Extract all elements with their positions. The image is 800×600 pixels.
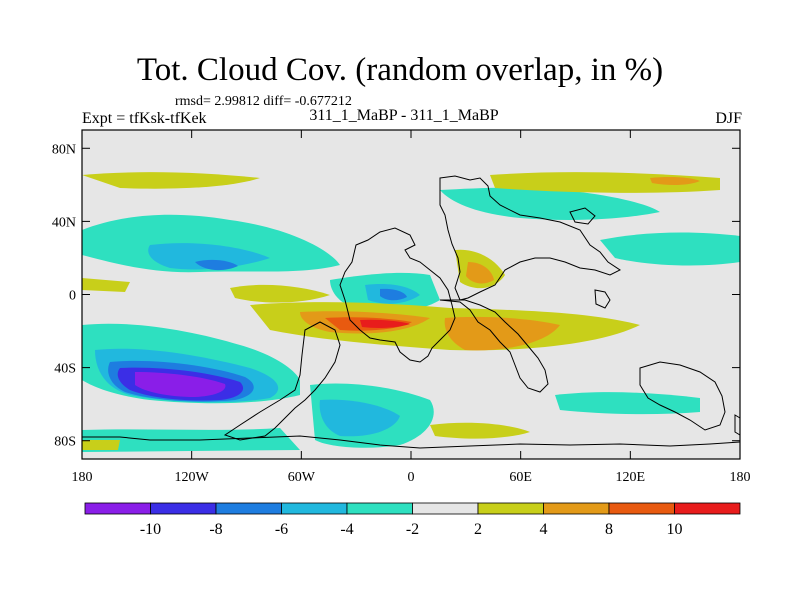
anomaly-region xyxy=(82,214,340,273)
colorbar-label: 8 xyxy=(605,521,613,538)
coastline-australia xyxy=(639,361,726,431)
anomaly-region xyxy=(360,319,410,328)
colorbar-label: 4 xyxy=(540,521,548,538)
longitude-axis: 180 120W 60W 0 60E 120E 180 xyxy=(72,130,751,485)
colorbar-swatch xyxy=(543,502,610,515)
anomaly-region xyxy=(230,284,330,303)
coastline-antarctica xyxy=(82,435,741,449)
map-panel: 80N 40N 0 40S 80S 180 120W 60W 0 60E 120E 180 xyxy=(52,129,751,485)
anomaly-region xyxy=(319,399,400,437)
colorbar-swatch xyxy=(608,502,675,515)
lat-tick-label: 0 xyxy=(69,289,76,304)
colorbar-swatch xyxy=(150,502,217,515)
colorbar-swatch xyxy=(215,502,282,515)
anomaly-region xyxy=(82,172,260,189)
coastline-islands xyxy=(594,289,611,309)
lat-tick-label: 80N xyxy=(52,142,76,157)
colorbar: -10 -8 -6 -4 -2 2 4 8 10 xyxy=(84,502,741,538)
map-title: Tot. Cloud Cov. (random overlap, in %) xyxy=(136,52,664,88)
coastline-islands xyxy=(569,207,596,225)
lon-tick-label: 0 xyxy=(408,470,415,485)
colorbar-label: 10 xyxy=(667,521,683,538)
lat-tick-label: 80S xyxy=(54,435,76,450)
anomaly-region xyxy=(82,278,130,292)
anomaly-region xyxy=(650,177,700,186)
anomaly-region xyxy=(555,392,700,415)
season-label: DJF xyxy=(715,110,742,127)
rmsd-diff-stats: rmsd= 2.99812 diff= -0.677212 xyxy=(175,94,352,109)
anomaly-region xyxy=(440,187,660,220)
latitude-axis: 80N 40N 0 40S 80S xyxy=(52,142,740,450)
colorbar-swatch xyxy=(281,502,348,515)
anomaly-region xyxy=(195,259,238,271)
colorbar-swatch xyxy=(674,502,741,515)
coastline-americas xyxy=(223,321,341,441)
experiment-label: Expt = tfKsk-tfKek xyxy=(82,110,207,127)
anomaly-region xyxy=(380,288,407,301)
lat-tick-label: 40S xyxy=(54,362,76,377)
colorbar-label: -2 xyxy=(406,521,419,538)
colorbar-label: -8 xyxy=(209,521,222,538)
lon-tick-label: 120E xyxy=(616,470,646,485)
colorbar-label: -6 xyxy=(275,521,288,538)
anomaly-region xyxy=(430,422,530,439)
anomaly-region xyxy=(148,243,270,270)
anomaly-region xyxy=(82,440,120,450)
coastlines xyxy=(82,175,741,449)
anomaly-fills xyxy=(82,172,740,452)
lon-tick-label: 120W xyxy=(175,470,210,485)
colorbar-swatch xyxy=(477,502,544,515)
coastline-africa xyxy=(439,299,549,393)
colorbar-label: 2 xyxy=(474,521,482,538)
colorbar-swatch xyxy=(412,502,479,515)
anomaly-region xyxy=(466,262,494,284)
colorbar-label: -10 xyxy=(140,521,161,538)
anomaly-region xyxy=(444,316,560,351)
lon-tick-label: 60E xyxy=(509,470,532,485)
colorbar-swatch xyxy=(84,502,151,515)
lat-tick-label: 40N xyxy=(52,215,76,230)
lon-tick-label: 180 xyxy=(72,470,93,485)
coastline-americas xyxy=(339,227,456,363)
map-subtitle: 311_1_MaBP - 311_1_MaBP xyxy=(309,107,499,124)
anomaly-region xyxy=(600,232,740,266)
coastline-eurasia-africa xyxy=(439,175,621,301)
colorbar-label: -4 xyxy=(340,521,353,538)
anomaly-region xyxy=(135,372,226,397)
lon-tick-label: 180 xyxy=(730,470,751,485)
lon-tick-label: 60W xyxy=(288,470,316,485)
colorbar-swatch xyxy=(346,502,413,515)
